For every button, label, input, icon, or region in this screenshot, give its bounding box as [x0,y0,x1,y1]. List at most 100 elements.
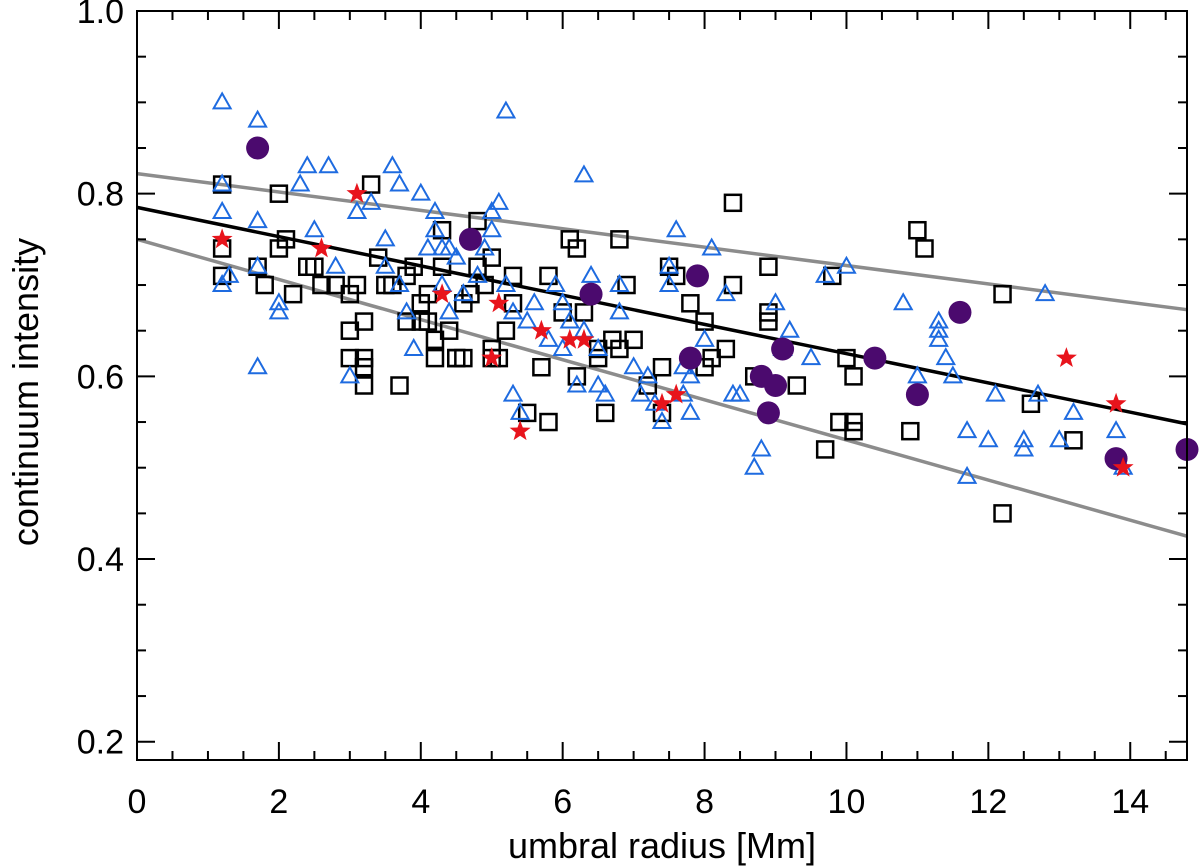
triangle-point [247,210,268,229]
square-point [269,184,289,203]
triangle-point [211,91,233,110]
triangle-point [438,301,460,320]
lower-bound-line [136,237,1188,538]
triangle-point [665,219,687,238]
triangle-point [893,292,914,311]
triangle-point [495,100,517,119]
triangle-point [417,237,439,256]
star-point [488,292,510,313]
star-point [573,328,595,349]
triangle-point [219,264,240,283]
upper-bound-line [136,171,1188,312]
x-tick-label: 4 [411,783,430,821]
square-point [844,367,863,386]
x-tick-label: 0 [128,783,147,821]
star-point [1105,392,1127,413]
square-point [915,239,934,258]
y-tick-label: 0.2 [77,724,124,762]
square-point [468,211,487,231]
circle-point [685,264,709,288]
triangle-point [247,255,268,274]
triangle-point [985,383,1006,402]
x-tick-label: 8 [695,783,714,821]
triangle-point [424,219,446,238]
square-point [354,376,374,395]
triangle-point [438,237,460,256]
circle-point [948,300,972,324]
triangle-point [595,383,616,402]
star-point [431,283,453,304]
square-point [716,339,736,359]
y-tick-label: 0.8 [77,176,124,214]
triangle-point [765,292,786,311]
triangle-point [211,200,233,219]
triangle-point [247,356,268,375]
triangle-point [1063,401,1084,420]
star-point [651,392,673,413]
y-tick-label: 0.6 [77,358,124,396]
square-point [567,367,587,386]
triangle-point [609,301,630,320]
fit-line [136,205,1188,426]
square-point [993,284,1012,304]
triangle-point [339,365,361,384]
square-point [723,275,743,295]
square-point [723,193,743,213]
square-point [361,175,381,194]
triangle-point [928,319,949,338]
square-point [503,266,523,286]
square-point [404,257,423,277]
triangle-point [814,264,836,283]
square-point [517,403,537,423]
square-point [390,376,409,395]
square-point [475,275,494,295]
triangle-point [375,255,396,274]
triangle-point [935,347,956,366]
square-point [624,330,643,350]
triangle-point [481,200,502,219]
square-point [837,348,856,368]
square-point [617,275,636,295]
circle-point [246,136,270,160]
x-tick-label: 14 [1111,783,1149,821]
tick-labels: 0 2 4 6 8 10 12 14 0.2 0.4 0.6 0.8 1.0 [77,0,1149,821]
triangle-point [623,356,644,375]
triangle-point [524,292,545,311]
triangle-point [658,255,680,274]
square-point [539,266,558,286]
circle-point [905,383,929,407]
square-point [283,284,303,304]
x-axis-label: umbral radius [Mm] [508,825,816,866]
triangle-point [1013,429,1035,448]
triangle-point [928,310,949,329]
triangle-point [289,173,311,192]
square-point [482,248,501,267]
square-point [397,312,416,331]
square-point [553,303,572,322]
square-point [759,257,778,277]
triangle-point [467,264,488,283]
triangle-point [956,465,978,484]
triangle-point [297,155,318,174]
triangle-point [978,429,999,448]
triangle-point [410,182,431,201]
square-point [305,257,324,277]
triangle-point [403,337,424,356]
square-point [354,348,374,368]
triangle-point [566,374,588,393]
triangle-point [1105,420,1127,439]
square-point [276,230,296,249]
square-point [418,312,438,331]
star-point [509,420,531,441]
triangle-point [658,273,680,293]
axes [136,10,1188,761]
triangle-point [516,310,538,329]
star-point [530,319,552,340]
triangle-point [545,273,566,293]
circle-point [458,227,482,251]
triangle-point [396,301,417,320]
x-tick-label: 12 [969,783,1007,821]
circle-point [678,346,702,370]
triangle-point [587,337,609,356]
triangle-point [509,401,531,420]
